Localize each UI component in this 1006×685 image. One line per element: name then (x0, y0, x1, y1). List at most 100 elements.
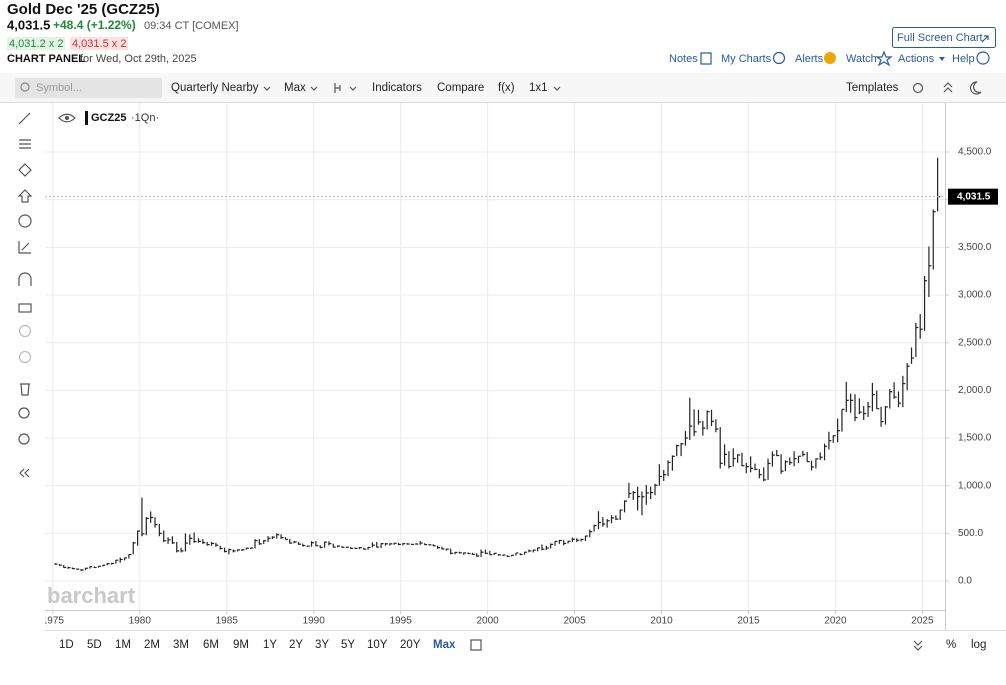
magnet-icon[interactable] (18, 272, 32, 286)
y-tick-label: 2,000.0 (958, 385, 992, 396)
left-toolbar (17, 112, 33, 478)
x-tick-label: 2000 (476, 616, 499, 627)
period-button[interactable]: 1M (115, 639, 131, 651)
tool-icon[interactable] (18, 163, 32, 177)
toolbar-item[interactable]: f(x) (498, 82, 515, 94)
period-button[interactable]: 9M (233, 639, 249, 651)
period-button[interactable]: Max (433, 639, 456, 651)
period-button[interactable]: 10Y (367, 639, 388, 651)
y-tick-label: 1,500.0 (958, 433, 992, 444)
x-tick-label: 1985 (216, 616, 239, 627)
trash-icon[interactable] (20, 383, 30, 396)
last-price-box (948, 188, 998, 205)
lock-icon[interactable] (18, 303, 32, 313)
tool-icon[interactable] (18, 112, 31, 125)
link[interactable]: Alerts (795, 53, 824, 65)
last-price-label: 4,031.5 (957, 191, 991, 202)
link[interactable]: Notes (669, 53, 698, 65)
bar-type-icon[interactable] (334, 83, 341, 93)
period-button[interactable]: 2Y (289, 639, 303, 651)
time: 09:34 CT [COMEX] (144, 20, 239, 32)
period-button[interactable]: 5D (87, 639, 102, 651)
chevron (349, 86, 357, 91)
gear-icon[interactable] (912, 82, 924, 94)
legend-swatch (85, 111, 88, 125)
toolbar-item[interactable]: Indicators (372, 82, 422, 94)
link[interactable]: Watch (846, 53, 877, 65)
period-button[interactable]: 1D (59, 639, 74, 651)
alert-icon (824, 52, 836, 64)
toolbar-item[interactable]: 1x1 (529, 82, 548, 94)
y-tick-label: 1,000.0 (958, 480, 992, 491)
x-tick-label: 1990 (303, 616, 326, 627)
period-button[interactable]: 5Y (341, 639, 355, 651)
toolbar-item[interactable]: Max (284, 82, 306, 94)
link[interactable]: My Charts (721, 53, 772, 65)
theme-icon[interactable] (969, 81, 982, 95)
search-placeholder[interactable]: Symbol... (36, 82, 82, 94)
period-button[interactable]: 3M (173, 639, 189, 651)
link[interactable]: Actions (898, 53, 935, 65)
tool-icon[interactable] (19, 139, 31, 149)
legend-symbol: GCZ25 (91, 112, 126, 124)
log-toggle[interactable]: log (971, 639, 986, 651)
bid-box (7, 37, 65, 50)
search-box[interactable] (15, 78, 162, 98)
x-tick-label: 1975 (42, 616, 65, 627)
plus-icon (772, 51, 786, 65)
expand-icon[interactable] (913, 640, 923, 651)
bid: 4,031.2 x 2 (9, 38, 63, 50)
external-icon (981, 35, 989, 43)
templates[interactable]: Templates (846, 82, 899, 94)
period-button[interactable]: 3Y (315, 639, 329, 651)
tool-icon[interactable] (18, 241, 31, 254)
watermark: barchart (47, 583, 136, 608)
toolbar-item[interactable]: Quarterly Nearby (171, 82, 259, 94)
toolbar-item[interactable]: Compare (437, 82, 484, 94)
redo-icon[interactable] (18, 350, 32, 364)
collapse-icon[interactable] (943, 82, 953, 93)
y-tick-label: 3,000.0 (958, 290, 992, 301)
y-tick-label: 3,500.0 (958, 242, 992, 253)
period-bar: 1D 5D 1M 2M 3M 6M 9M 1Y 2Y 3Y 5Y 10Y 20Y Max (59, 639, 456, 651)
full-screen-label[interactable]: Full Screen Chart (897, 32, 983, 44)
y-tick-label: 2,500.0 (958, 337, 992, 348)
ask: 4,031.5 x 2 (72, 38, 126, 50)
chevron (310, 86, 318, 91)
x-tick-label: 2025 (911, 616, 934, 627)
full-screen-button[interactable] (892, 27, 996, 48)
period-button[interactable]: 1Y (263, 639, 277, 651)
x-tick-label: 2010 (650, 616, 673, 627)
y-tick-label: 4,500.0 (958, 147, 992, 158)
tool-icon[interactable] (18, 214, 32, 228)
period-button[interactable]: 6M (203, 639, 219, 651)
panel-date: for Wed, Oct 29th, 2025 (80, 53, 197, 65)
x-tick-label: 1995 (390, 616, 413, 627)
eye-icon[interactable] (58, 113, 76, 123)
tool-icon[interactable] (17, 189, 33, 203)
calendar-icon[interactable] (470, 639, 482, 651)
period-button[interactable]: 2M (144, 639, 160, 651)
undo-icon[interactable] (18, 324, 32, 338)
zoom-out-icon[interactable] (18, 433, 30, 445)
collapse-left-icon[interactable] (19, 468, 30, 478)
zoom-in-icon[interactable] (18, 407, 30, 419)
period-button[interactable]: 20Y (400, 639, 421, 651)
notes-icon (700, 52, 712, 65)
title: Gold Dec '25 (GCZ25) (7, 1, 160, 18)
x-tick-label: 2020 (824, 616, 847, 627)
ask-box (70, 37, 128, 50)
percent-toggle[interactable]: % (946, 639, 956, 651)
price: 4,031.5 (7, 17, 50, 32)
toolbar-bg (0, 73, 1006, 103)
chevron (553, 86, 561, 91)
link[interactable]: Help (952, 53, 975, 65)
change: +48.4 (+1.22%) (53, 18, 136, 32)
x-tick-label: 2015 (737, 616, 760, 627)
plot: 1975 1980 1985 1990 1995 2000 2005 2010 2015 2020… (42, 103, 998, 627)
search-icon (20, 82, 30, 92)
panel: CHART PANEL (7, 53, 85, 65)
legend-interval: ·1Qn· (131, 112, 159, 124)
caret (939, 57, 945, 61)
